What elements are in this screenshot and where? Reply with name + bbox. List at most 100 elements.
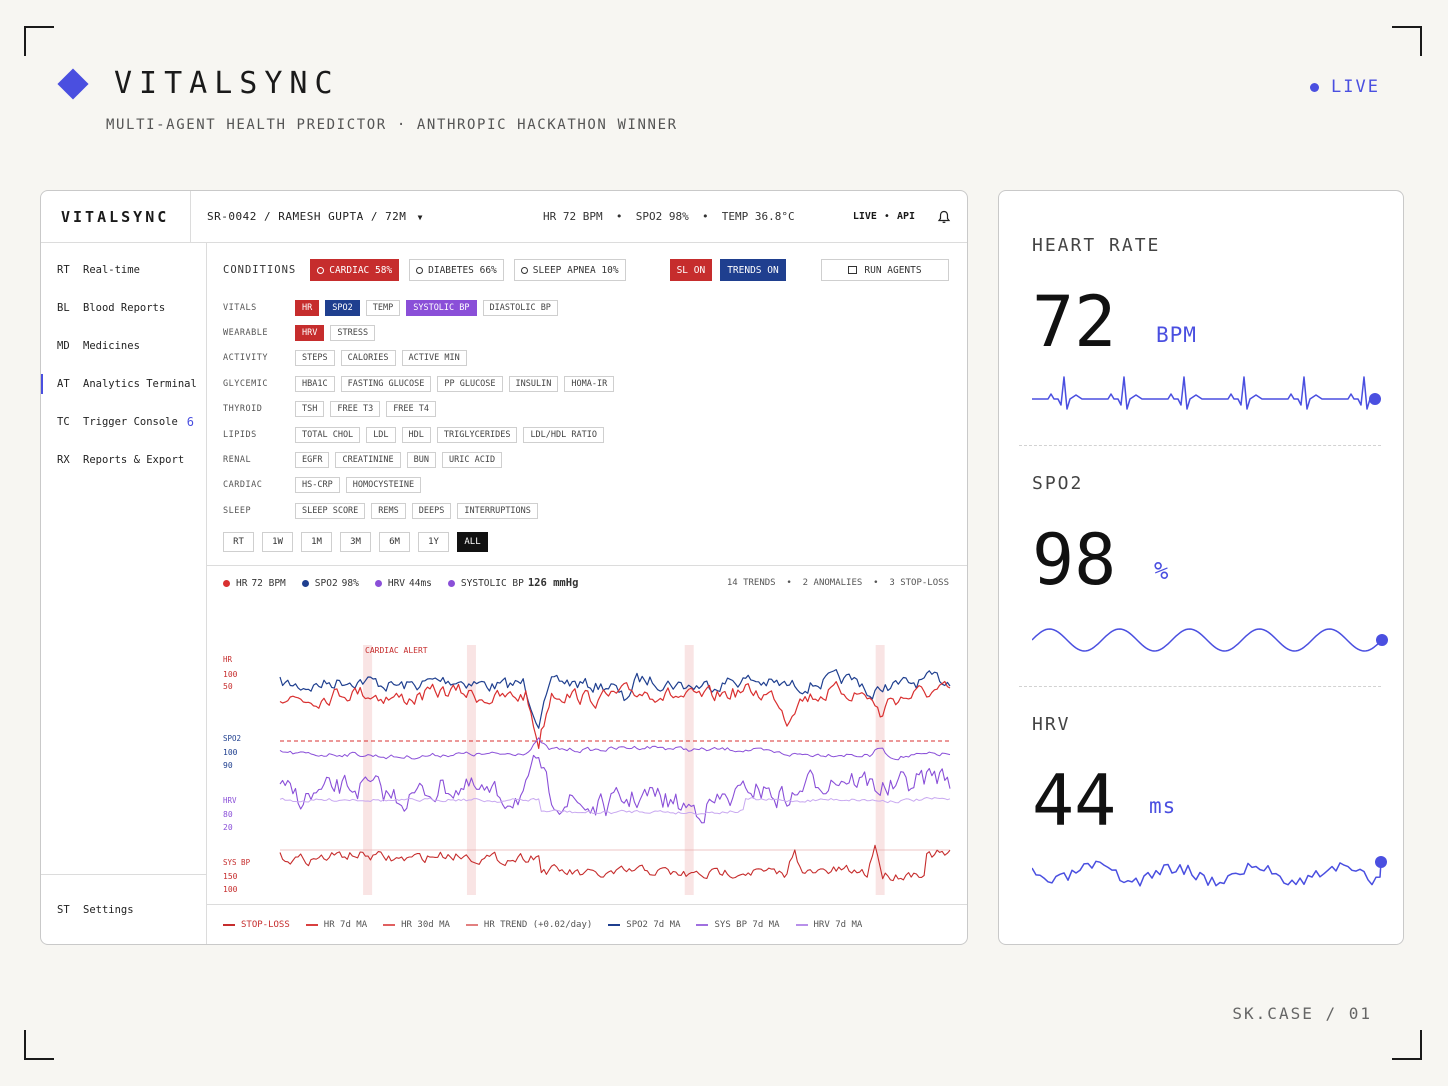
metric-group-row: VITALS HR SPO2 TEMP SYSTOLIC BP DIASTOLIC BP — [223, 295, 620, 320]
panel-label: HRV — [223, 796, 237, 805]
app-logo[interactable]: VITALSYNC — [41, 191, 191, 243]
range-button-all[interactable]: ALL — [457, 532, 488, 552]
metric-chip[interactable]: SYSTOLIC BP — [406, 299, 477, 316]
hrv-series-line — [279, 754, 951, 824]
metric-chip[interactable]: DIASTOLIC BP — [482, 299, 558, 316]
metric-chip[interactable]: HBA1C — [295, 375, 335, 392]
hr-series-line — [279, 680, 951, 749]
current-point-icon — [1369, 393, 1381, 405]
series-legend-label: SYS BP 7d MA — [714, 919, 780, 930]
spo2-sparkline — [1032, 628, 1388, 652]
nav-code: AT — [57, 378, 70, 390]
metric-chip[interactable]: SLEEP SCORE — [295, 502, 366, 519]
sidebar-nav: RT Real-time BL Blood Reports MD Medicines AT A… — [41, 243, 206, 479]
range-button-6m[interactable]: 6M — [379, 532, 410, 552]
nav-code: RT — [57, 264, 70, 276]
trends-toggle[interactable]: TRENDS ON — [720, 259, 786, 281]
metric-chip[interactable]: HRV — [295, 325, 325, 342]
sidebar-item-md[interactable]: MD Medicines — [41, 327, 206, 365]
nav-code: TC — [57, 416, 70, 428]
metric-chip[interactable]: INSULIN — [508, 375, 559, 392]
metric-chip[interactable]: HOMOCYSTEINE — [345, 477, 422, 494]
range-button-rt[interactable]: RT — [223, 532, 254, 552]
range-button-1w[interactable]: 1W — [262, 532, 293, 552]
metric-chip[interactable]: INTERRUPTIONS — [457, 502, 538, 519]
patient-selector[interactable]: SR-0042 / RAMESH GUPTA / 72M ▼ — [207, 210, 423, 223]
range-button-1y[interactable]: 1Y — [418, 532, 449, 552]
dot-icon — [301, 579, 309, 587]
sidebar-item-rx[interactable]: RX Reports & Export — [41, 441, 206, 479]
metric-chip[interactable]: TSH — [295, 401, 325, 418]
vital-hrv: HRV 44 ms — [1032, 714, 1387, 904]
legend-label: SPO2 — [314, 577, 338, 589]
bell-icon[interactable] — [937, 210, 951, 224]
metric-chip[interactable]: HOMA-IR — [564, 375, 615, 392]
metric-chip[interactable]: EGFR — [295, 452, 330, 469]
metric-chip[interactable]: STRESS — [330, 325, 376, 342]
sidebar-item-tc[interactable]: TC Trigger Console 6 — [41, 403, 206, 441]
series-legend-item: SPO2 7d MA — [608, 920, 680, 930]
multi-series-chart[interactable]: CARDIAC ALERT HR 100 50 SPO2 100 90 HRV 80 20 SYS … — [207, 595, 968, 895]
sparkline-path — [1032, 860, 1382, 887]
condition-label: CARDIAC 58% — [329, 264, 393, 276]
alert-band — [875, 645, 885, 895]
condition-sleep-apnea[interactable]: SLEEP APNEA 10% — [513, 259, 626, 281]
frame-corner-top-left — [24, 26, 54, 56]
metric-chip[interactable]: FASTING GLUCOSE — [340, 375, 432, 392]
metric-chip[interactable]: STEPS — [295, 350, 335, 367]
sidebar-item-bl[interactable]: BL Blood Reports — [41, 289, 206, 327]
metric-chip[interactable]: SPO2 — [325, 299, 360, 316]
live-indicator: LIVE — [1310, 77, 1380, 97]
sidebar-item-rt[interactable]: RT Real-time — [41, 251, 206, 289]
panel-label: SPO2 — [223, 734, 241, 743]
metric-chip[interactable]: BUN — [406, 452, 437, 469]
metric-chip[interactable]: TEMP — [365, 299, 401, 316]
metric-chip[interactable]: LDL — [366, 426, 396, 443]
metric-group-label: WEARABLE — [223, 328, 268, 339]
range-button-3m[interactable]: 3M — [340, 532, 371, 552]
live-toggle[interactable]: LIVE — [852, 211, 877, 222]
api-link[interactable]: API — [896, 211, 915, 222]
stop-loss-toggle[interactable]: SL ON — [669, 259, 713, 281]
vital-heart-rate: HEART RATE 72 BPM — [1032, 235, 1381, 425]
metric-chip[interactable]: CALORIES — [340, 350, 396, 367]
series-legend-item: HR 7d MA — [305, 920, 367, 930]
sidebar-item-at[interactable]: AT Analytics Terminal — [41, 365, 206, 403]
sidebar-item-settings[interactable]: ST Settings — [41, 874, 206, 944]
metric-chip[interactable]: DEEPS — [411, 502, 452, 519]
metric-chip[interactable]: REMS — [371, 502, 406, 519]
alert-band — [466, 645, 476, 895]
divider — [1019, 686, 1381, 687]
metric-chip[interactable]: LDL/HDL RATIO — [523, 426, 604, 443]
metric-chip[interactable]: ACTIVE MIN — [401, 350, 467, 367]
metric-chip[interactable]: CREATININE — [335, 452, 401, 469]
hrv-sparkline — [1032, 856, 1387, 887]
range-button-1m[interactable]: 1M — [301, 532, 332, 552]
condition-cardiac[interactable]: CARDIAC 58% — [310, 259, 400, 281]
metric-chip[interactable]: HR — [295, 299, 320, 316]
metric-chip[interactable]: URIC ACID — [442, 452, 503, 469]
top-bar-actions: LIVE • API — [853, 210, 951, 224]
legend-spo2: SPO2 98% — [301, 577, 359, 589]
legend-hr: HR 72 BPM — [223, 578, 286, 589]
vital-label: HRV — [1032, 714, 1071, 735]
metric-chip[interactable]: PP GLUCOSE — [437, 375, 503, 392]
dot-icon — [374, 579, 382, 587]
metric-chip[interactable]: HS-CRP — [295, 477, 340, 494]
nav-label: Analytics Terminal — [83, 378, 197, 390]
metric-chip[interactable]: TOTAL CHOL — [295, 426, 361, 443]
panel-label: HR — [223, 655, 233, 664]
vital-label: HEART RATE — [1032, 235, 1161, 256]
metric-chip[interactable]: HDL — [401, 426, 431, 443]
current-point-icon — [1376, 634, 1388, 646]
condition-diabetes[interactable]: DIABETES 66% — [409, 259, 504, 281]
legend-hrv: HRV 44ms — [374, 578, 432, 589]
metric-chip[interactable]: TRIGLYCERIDES — [436, 426, 518, 443]
hrv-ma-line — [279, 797, 951, 816]
y-tick-label: 100 — [223, 748, 238, 757]
spo2-ma-line — [279, 737, 951, 761]
run-agents-button[interactable]: RUN AGENTS — [821, 259, 949, 281]
metric-chip[interactable]: FREE T4 — [386, 401, 437, 418]
nav-label: Real-time — [83, 264, 140, 276]
metric-chip[interactable]: FREE T3 — [330, 401, 381, 418]
